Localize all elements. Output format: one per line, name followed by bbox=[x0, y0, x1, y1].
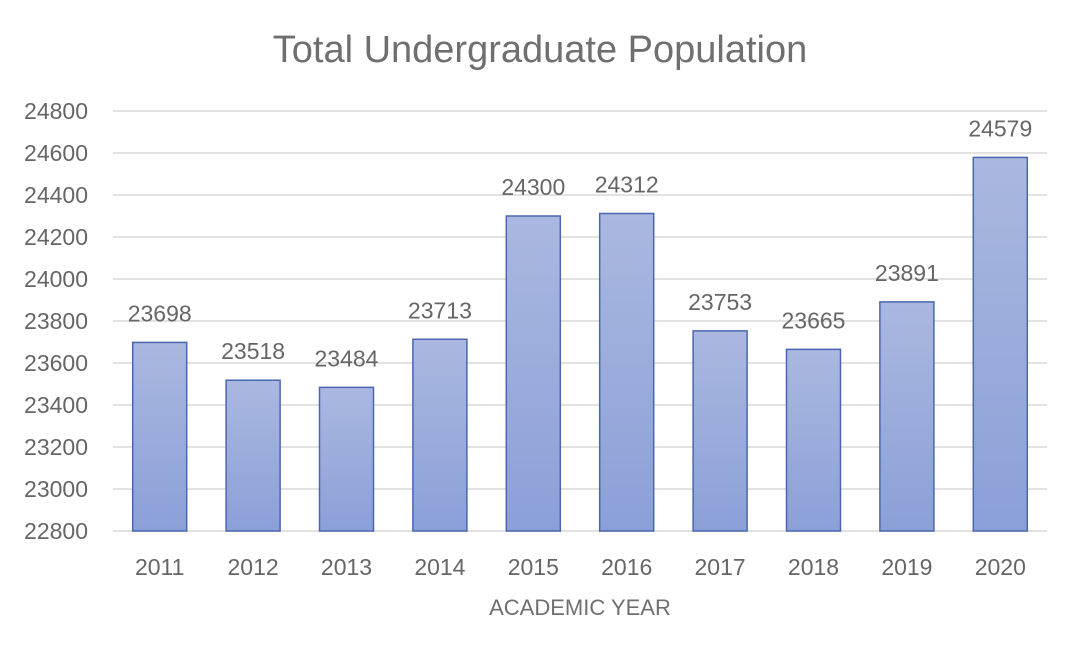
bar bbox=[879, 301, 935, 532]
bar bbox=[412, 338, 468, 532]
y-tick-label: 23800 bbox=[24, 308, 88, 334]
x-tick-label: 2014 bbox=[414, 554, 465, 580]
x-tick-label: 2017 bbox=[695, 554, 746, 580]
x-tick-label: 2018 bbox=[788, 554, 839, 580]
data-label: 23518 bbox=[221, 338, 285, 364]
data-label: 23484 bbox=[315, 345, 379, 371]
chart-title: Total Undergraduate Population bbox=[273, 29, 808, 71]
data-label: 23713 bbox=[408, 297, 472, 323]
y-tick-label: 23400 bbox=[24, 392, 88, 418]
y-tick-label: 24400 bbox=[24, 182, 88, 208]
data-label: 23891 bbox=[875, 260, 939, 286]
y-tick-label: 24200 bbox=[24, 224, 88, 250]
y-tick-label: 24600 bbox=[24, 140, 88, 166]
y-tick-label: 23200 bbox=[24, 434, 88, 460]
data-label: 23698 bbox=[128, 300, 192, 326]
x-tick-label: 2016 bbox=[601, 554, 652, 580]
y-tick-label: 24000 bbox=[24, 266, 88, 292]
y-tick-label: 23600 bbox=[24, 350, 88, 376]
bar bbox=[505, 215, 562, 532]
x-tick-label: 2011 bbox=[135, 554, 184, 580]
bar bbox=[972, 156, 1029, 532]
data-labels: 23698 23518 23484 23713 24300 24312 23753 23665… bbox=[128, 115, 1033, 371]
data-label: 23753 bbox=[688, 289, 752, 315]
bar bbox=[318, 386, 375, 532]
bar bbox=[598, 212, 655, 532]
bar bbox=[692, 330, 748, 532]
x-axis-title: ACADEMIC YEAR bbox=[489, 595, 671, 620]
y-tick-label: 23000 bbox=[24, 476, 88, 502]
bar bbox=[785, 348, 842, 532]
x-axis-tick-labels: 2011 2012 2013 2014 2015 2016 2017 2018 2019 2020 bbox=[135, 554, 1026, 580]
data-label: 23665 bbox=[782, 307, 846, 333]
x-tick-label: 2013 bbox=[321, 554, 372, 580]
bar bbox=[131, 341, 188, 532]
y-axis-tick-labels: 22800 23000 23200 23400 23600 23800 24000 24200… bbox=[24, 98, 88, 544]
data-label: 24579 bbox=[968, 115, 1032, 141]
x-tick-label: 2020 bbox=[975, 554, 1026, 580]
y-tick-label: 22800 bbox=[24, 518, 88, 544]
data-label: 24300 bbox=[501, 174, 565, 200]
x-tick-label: 2012 bbox=[228, 554, 279, 580]
bar bbox=[225, 379, 281, 532]
x-tick-label: 2015 bbox=[508, 554, 559, 580]
x-tick-label: 2019 bbox=[881, 554, 932, 580]
bars bbox=[131, 156, 1029, 532]
data-label: 24312 bbox=[595, 171, 659, 197]
y-tick-label: 24800 bbox=[24, 98, 88, 124]
